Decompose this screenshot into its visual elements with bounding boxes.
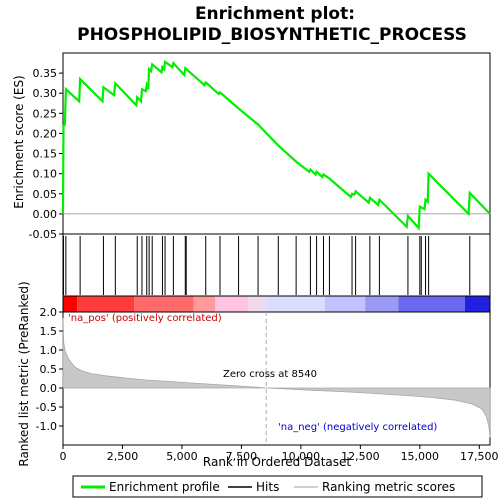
metric-ytick-label: 1.5 (40, 325, 58, 338)
ranking-bar-segment (63, 296, 78, 312)
metric-ytick-label: -0.5 (36, 401, 57, 414)
es-curve (61, 59, 491, 231)
legend-hits-label: Hits (256, 480, 279, 494)
es-ylabel: Enrichment score (ES) (12, 75, 26, 208)
metric-ylabel: Ranked list metric (PreRanked) (17, 281, 31, 466)
neg-correlated-label: 'na_neg' (negatively correlated) (278, 422, 437, 433)
es-ytick-label: 0.30 (33, 87, 58, 100)
metric-xtick-label: 2,500 (107, 450, 139, 463)
ranking-bar-segment (77, 296, 135, 312)
metric-xtick-label: 17,500 (460, 450, 499, 463)
ranking-bar-segment (465, 296, 490, 312)
metric-xtick-label: 0 (60, 450, 67, 463)
zero-cross-label: Zero cross at 8540 (223, 369, 317, 380)
metric-xtick-label: 12,500 (341, 450, 380, 463)
ranking-bar-segment (134, 296, 194, 312)
metric-ytick-label: 0.0 (40, 382, 58, 395)
ranking-bar-segment (324, 296, 366, 312)
es-ytick-label: -0.05 (29, 228, 57, 241)
ranking-bar-segment (193, 296, 216, 312)
ranking-bar-segment (215, 296, 249, 312)
metric-area (62, 317, 491, 438)
es-ytick-label: 0.25 (33, 107, 58, 120)
chart-subtitle: PHOSPHOLIPID_BIOSYNTHETIC_PROCESS (77, 25, 467, 45)
legend-box (72, 475, 483, 498)
es-ytick-label: 0.00 (33, 208, 58, 221)
metric-xtick-label: 7,500 (226, 450, 258, 463)
metric-xlabel: Rank in Ordered Dataset (203, 455, 351, 469)
metric-xtick-label: 10,000 (282, 450, 321, 463)
ranking-bar-segment (248, 296, 267, 312)
legend-metric-label: Ranking metric scores (322, 480, 455, 494)
pos-correlated-label: 'na_pos' (positively correlated) (68, 313, 222, 324)
metric-xtick-label: 15,000 (401, 450, 440, 463)
metric-ytick-label: 0.5 (40, 363, 58, 376)
es-ytick-label: 0.20 (33, 127, 58, 140)
metric-ytick-label: -1.0 (36, 420, 57, 433)
es-ytick-label: 0.05 (33, 188, 58, 201)
metric-ytick-label: 1.0 (40, 344, 58, 357)
hits-panel-frame (62, 233, 491, 297)
legend-enrichment-label: Enrichment profile (109, 480, 220, 494)
es-ytick-label: 0.10 (33, 168, 58, 181)
ranking-bar-segment (266, 296, 325, 312)
ranking-bar-segment (365, 296, 399, 312)
es-ytick-label: 0.15 (33, 148, 58, 161)
es-ytick-label: 0.35 (33, 67, 58, 80)
metric-ytick-label: 2.0 (40, 306, 58, 319)
ranking-bar-segment (398, 296, 466, 312)
chart-title: Enrichment plot: (195, 4, 355, 24)
metric-xtick-label: 5,000 (166, 450, 198, 463)
